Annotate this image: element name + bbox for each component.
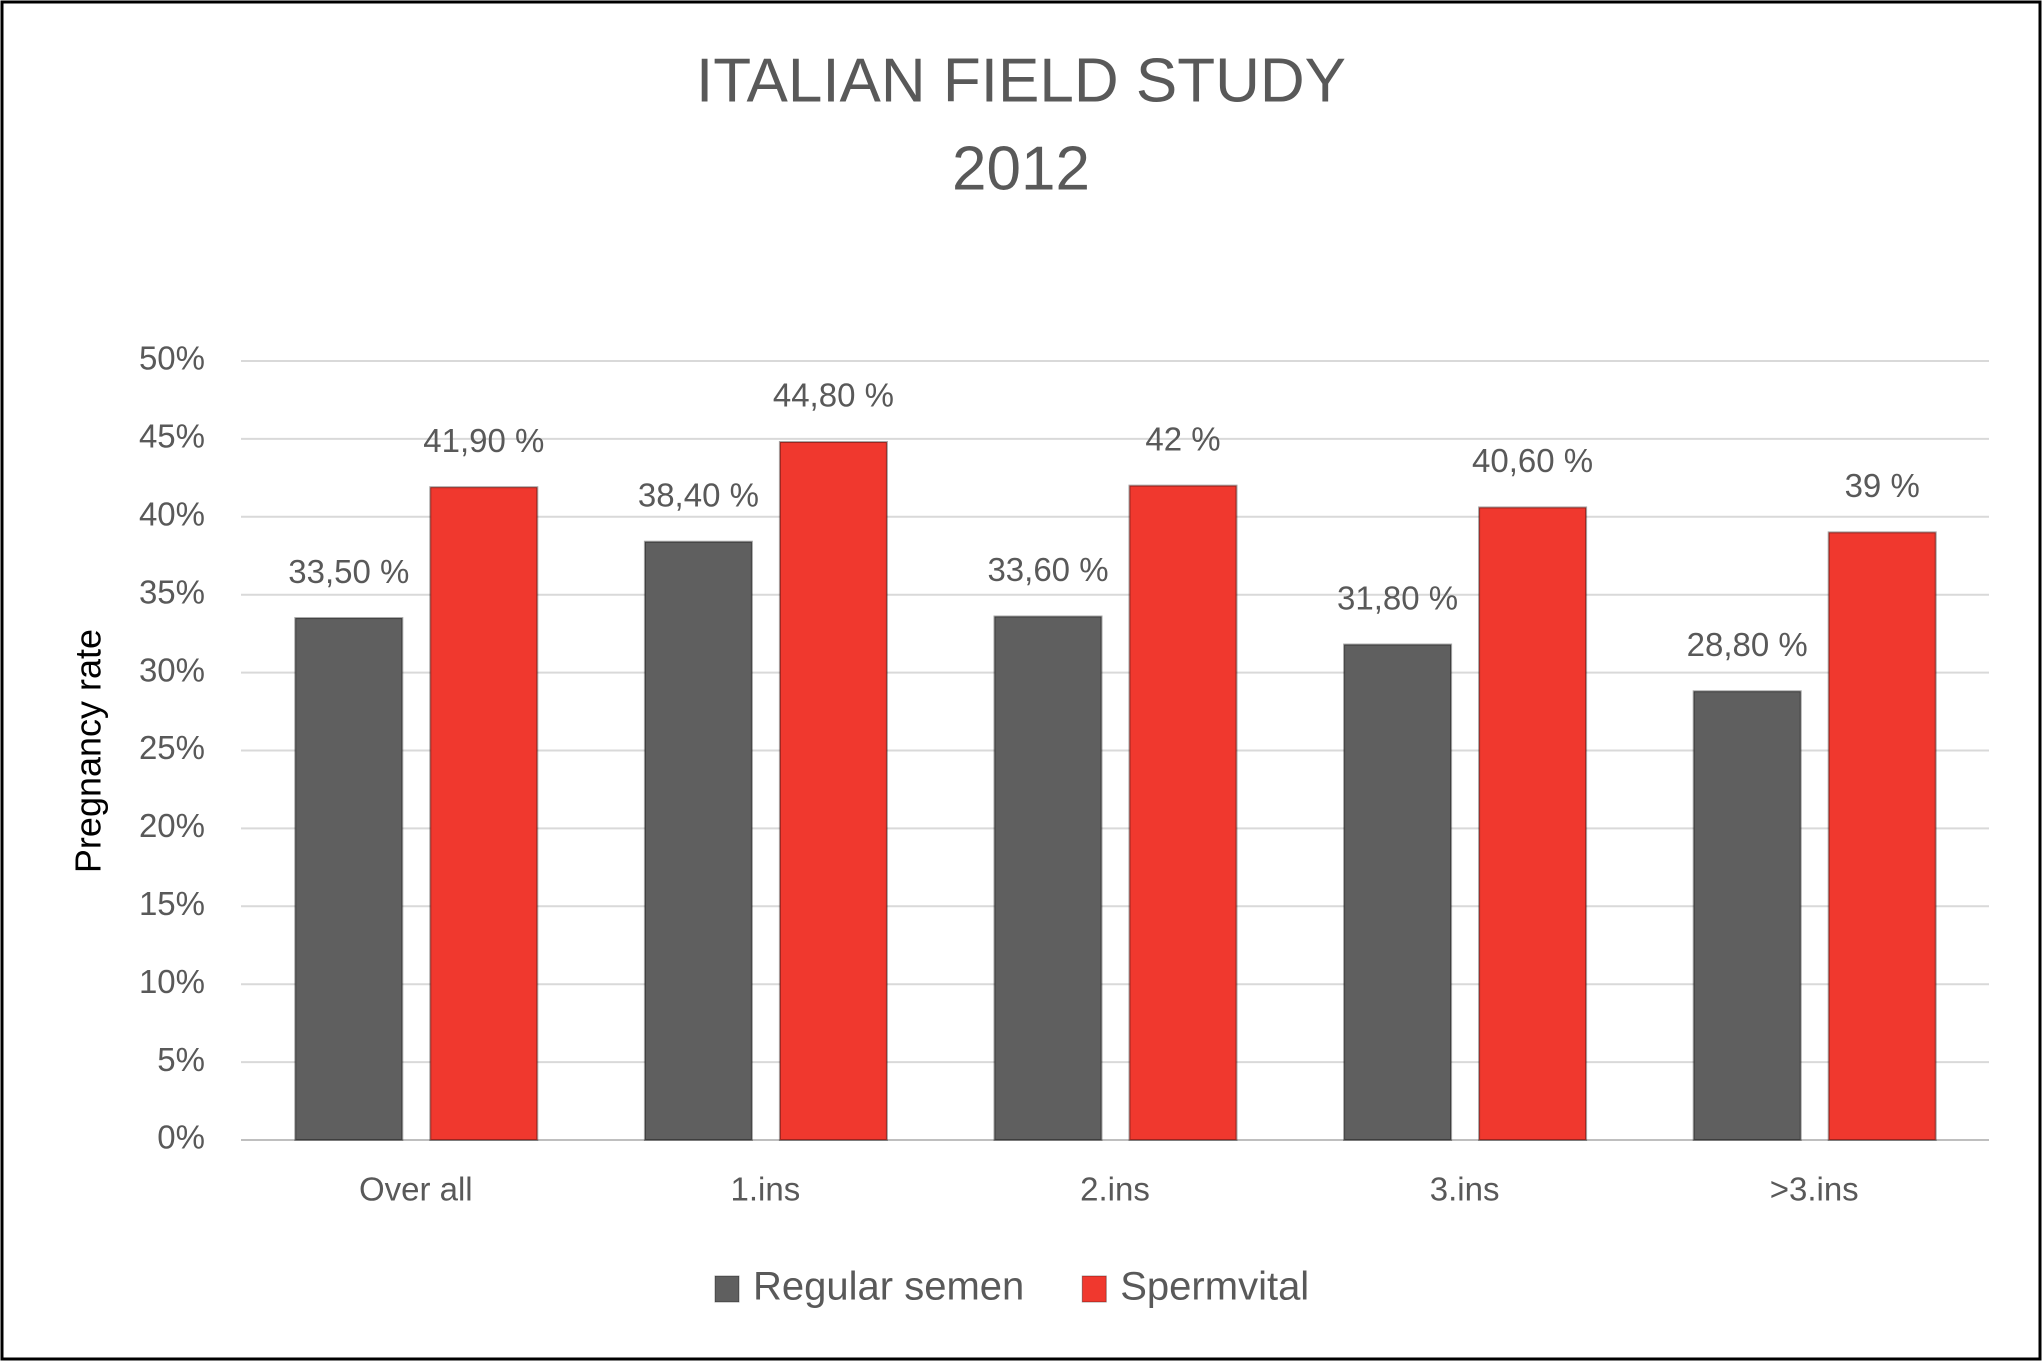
chart-title: ITALIAN FIELD STUDY — [696, 46, 1346, 115]
legend-swatch — [714, 1275, 740, 1303]
x-tick-label: >3.ins — [1770, 1171, 1859, 1208]
y-tick-label: 45% — [139, 418, 205, 455]
bar — [1343, 643, 1453, 1142]
y-tick-label: 50% — [139, 340, 205, 377]
value-label: 33,50 % — [288, 553, 409, 590]
value-label: 42 % — [1145, 420, 1220, 457]
bar — [643, 540, 753, 1141]
bar — [1827, 531, 1937, 1141]
y-tick-label: 35% — [139, 573, 205, 610]
legend-label: Spermvital — [1120, 1265, 1309, 1309]
value-label: 39 % — [1845, 467, 1920, 504]
bar — [1128, 484, 1238, 1141]
value-label: 28,80 % — [1687, 626, 1808, 663]
y-tick-label: 10% — [139, 963, 205, 1000]
bar — [294, 617, 404, 1141]
y-tick-label: 0% — [157, 1119, 205, 1156]
bar — [1478, 506, 1588, 1141]
bar — [1692, 690, 1802, 1142]
y-tick-label: 15% — [139, 885, 205, 922]
x-tick-label: 3.ins — [1430, 1171, 1500, 1208]
y-tick-label: 25% — [139, 729, 205, 766]
x-tick-label: 2.ins — [1080, 1171, 1150, 1208]
chart-title: 2012 — [952, 134, 1090, 203]
value-label: 44,80 % — [773, 377, 894, 414]
bar — [993, 615, 1103, 1141]
x-tick-label: 1.ins — [731, 1171, 801, 1208]
bar — [778, 441, 888, 1141]
value-label: 33,60 % — [987, 551, 1108, 588]
y-axis-label: Pregnancy rate — [68, 629, 109, 873]
value-label: 31,80 % — [1337, 579, 1458, 616]
legend-swatch — [1081, 1275, 1107, 1303]
y-tick-label: 5% — [157, 1041, 205, 1078]
y-tick-label: 30% — [139, 651, 205, 688]
value-label: 38,40 % — [638, 476, 759, 513]
x-tick-label: Over all — [359, 1171, 473, 1208]
legend-label: Regular semen — [753, 1265, 1024, 1309]
y-tick-label: 40% — [139, 496, 205, 533]
y-tick-label: 20% — [139, 807, 205, 844]
bar — [429, 486, 539, 1141]
value-label: 40,60 % — [1472, 442, 1593, 479]
value-label: 41,90 % — [423, 422, 544, 459]
